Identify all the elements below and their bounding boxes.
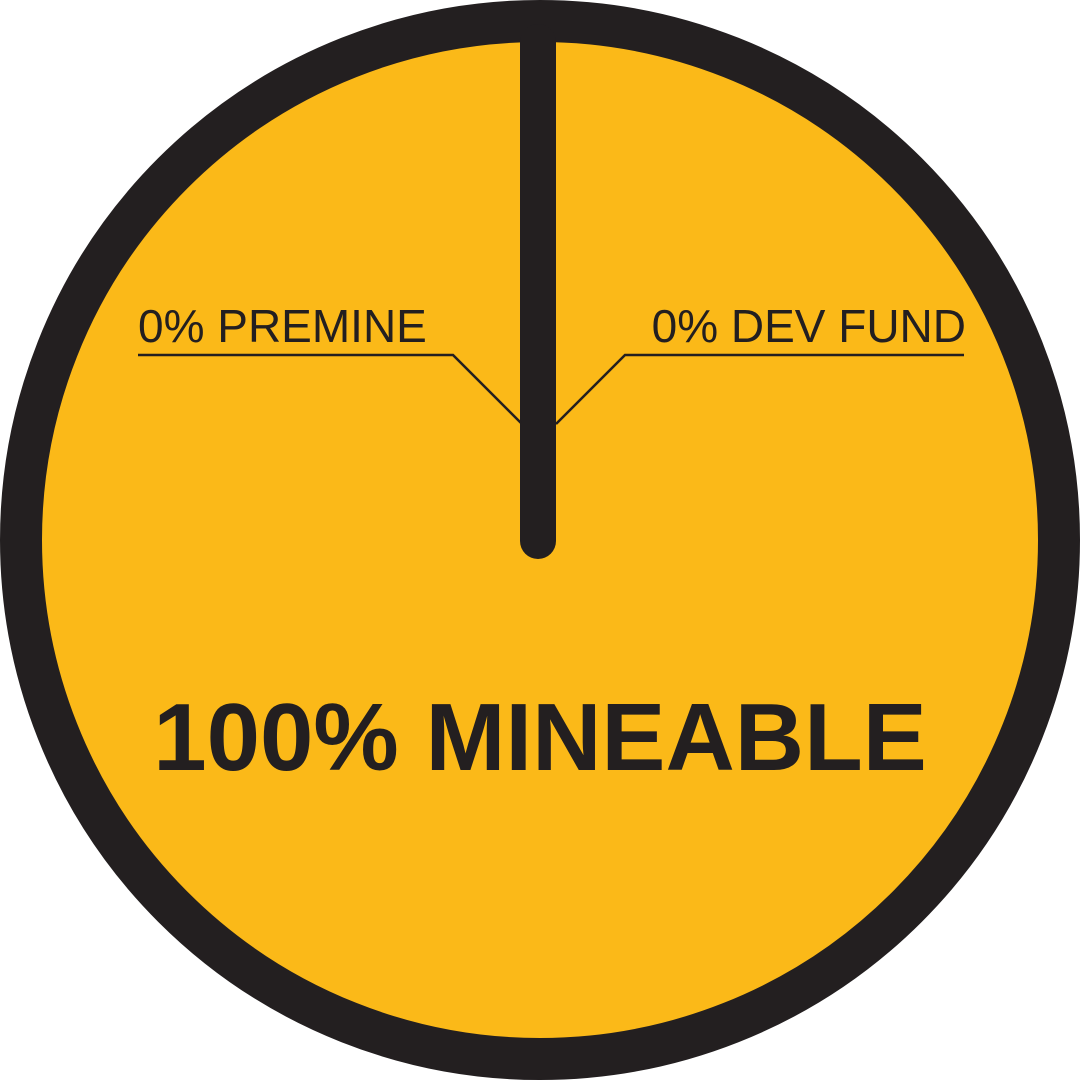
label-mineable: 100% MINEABLE [153,684,927,791]
label-dev-fund: 0% DEV FUND [652,300,966,352]
leader-line-dev-fund [555,353,964,425]
leader-line-premine [138,353,522,424]
label-premine: 0% PREMINE [138,300,427,352]
